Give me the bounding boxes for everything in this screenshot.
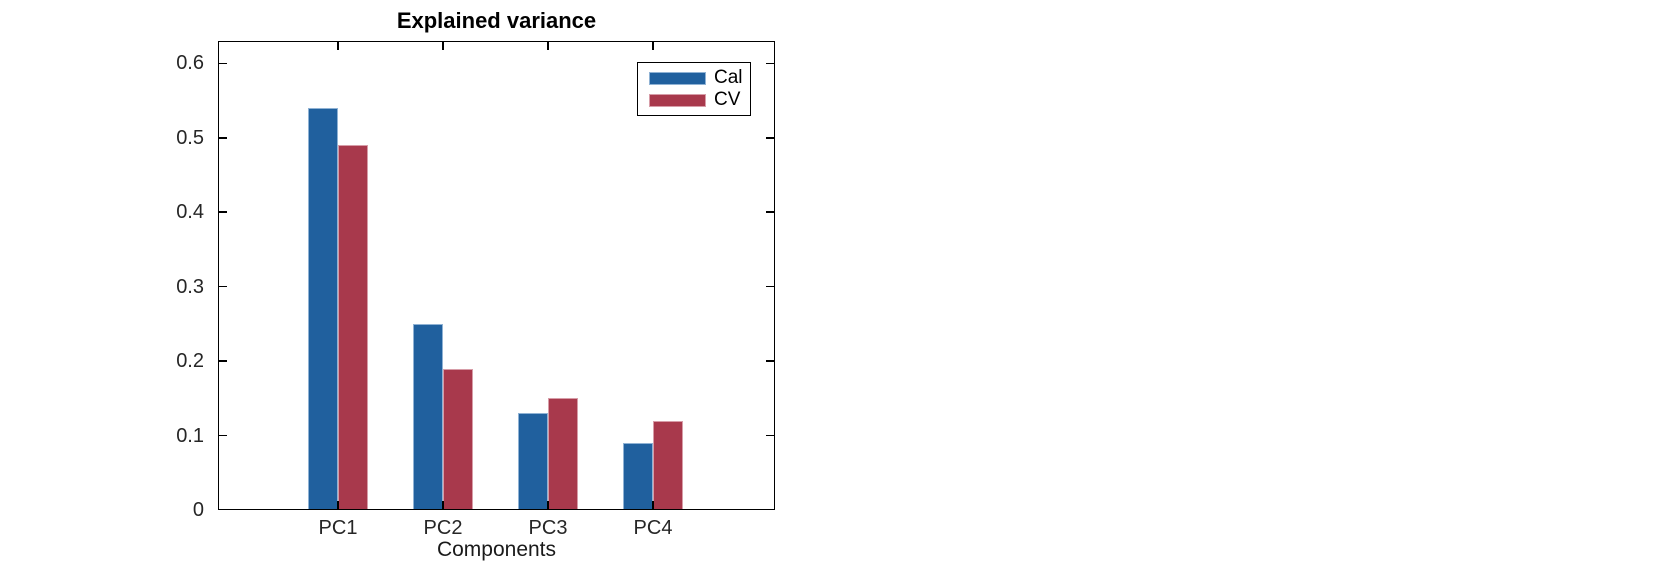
x-tick-label: PC3 (528, 517, 568, 539)
bar-cal-pc2 (413, 323, 443, 510)
bar-cv-pc2 (443, 368, 473, 510)
bar-cv-pc3 (548, 398, 578, 510)
bar-cal-pc4 (623, 443, 653, 510)
y-tick-label: 0.6 (176, 52, 204, 75)
x-tick-top (547, 41, 549, 50)
x-tick-top (442, 41, 444, 50)
y-tick-label: 0.1 (176, 424, 204, 447)
y-tick-label: 0.5 (176, 126, 204, 149)
y-tick-label: 0.3 (176, 275, 204, 298)
y-tick-left (218, 434, 227, 437)
y-tick-left (218, 211, 227, 213)
bar-cal-pc3 (518, 413, 548, 510)
bar-cv-pc1 (338, 145, 368, 510)
legend: Cal CV (637, 62, 751, 116)
x-tick-bottom (442, 501, 444, 510)
x-tick-bottom (652, 501, 654, 510)
y-tick-label: 0 (192, 499, 204, 521)
legend-entry-cal: Cal (649, 67, 743, 89)
y-tick-right (766, 285, 775, 288)
y-tick-right (766, 360, 775, 362)
legend-label-cal: Cal (714, 67, 743, 88)
y-tick-left (218, 62, 227, 65)
y-tick-right (766, 434, 775, 437)
bar-cv-pc4 (653, 420, 683, 510)
x-tick-top (652, 41, 654, 50)
y-tick-label: 0.2 (176, 350, 204, 373)
x-tick-label: PC1 (318, 517, 358, 539)
y-tick-right (766, 62, 775, 65)
y-tick-right (766, 137, 775, 139)
legend-label-cv: CV (714, 89, 741, 110)
y-tick-label: 0.4 (176, 201, 204, 224)
legend-swatch-cv (649, 93, 706, 107)
y-tick-left (218, 285, 227, 288)
legend-swatch-cal (649, 71, 706, 85)
chart-title: Explained variance (396, 8, 597, 33)
x-tick-top (337, 41, 339, 50)
x-tick-bottom (547, 501, 549, 510)
y-tick-right (766, 211, 775, 213)
bar-cal-pc1 (308, 108, 338, 510)
x-axis-label: Components (436, 538, 557, 561)
y-tick-left (218, 137, 227, 139)
y-tick-left (218, 360, 227, 362)
x-tick-label: PC2 (423, 517, 463, 539)
plot-area: Explained variance 0 0.1 0.2 0.3 0.4 0.5 0.6 PC… (176, 8, 775, 561)
x-tick-bottom (337, 501, 339, 510)
legend-entry-cv: CV (649, 89, 742, 111)
x-tick-label: PC4 (633, 517, 673, 539)
